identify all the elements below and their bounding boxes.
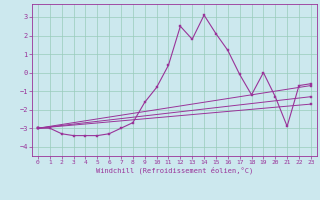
X-axis label: Windchill (Refroidissement éolien,°C): Windchill (Refroidissement éolien,°C) [96, 167, 253, 174]
